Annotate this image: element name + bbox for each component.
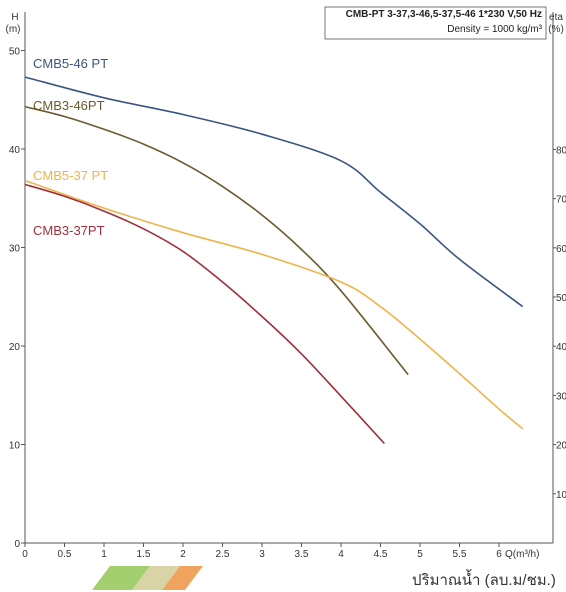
swatch-orange [162,566,203,590]
eta-tick-label: 10 [556,490,566,501]
series-label-cmb5-37-pt: CMB5-37 PT [33,168,108,183]
x-tick-label: 2 [180,549,186,560]
y-tick-label: 50 [9,47,21,58]
series-label-cmb3-37pt: CMB3-37PT [33,223,105,238]
x-tick-label: 5.5 [453,549,467,560]
x-tick-label: 0 [22,549,28,560]
flow-rate-label: ปริมาณน้ำ (ลบ.ม/ชม.) [412,572,556,589]
eta-tick-label: 40 [556,342,566,353]
y-tick-label: 30 [9,244,21,255]
series-label-cmb5-46-pt: CMB5-46 PT [33,56,108,71]
y-axis-label: H [11,12,18,23]
swatch-green [92,566,150,590]
x-tick-label: 6 [496,549,502,560]
curve-cmb5-37-pt [24,179,524,430]
x-tick-label: 0.5 [58,549,72,560]
curve-cmb3-37pt [24,183,385,445]
curve-cmb3-46pt [24,105,409,376]
x-tick-label: 4.5 [374,549,388,560]
eta-axis-label: eta [549,12,563,23]
y-axis-unit: (m) [6,24,21,35]
x-tick-label: 3.5 [295,549,309,560]
x-tick-label: 5 [417,549,423,560]
curve-cmb5-46-pt [24,76,524,308]
eta-tick-label: 60 [556,244,566,255]
x-tick-label: 2.5 [216,549,230,560]
x-tick-label: 1 [101,549,107,560]
x-tick-label: 1.5 [137,549,151,560]
labels: CMB5-46 PT CMB3-46PT CMB5-37 PT CMB3-37PT [33,56,108,238]
eta-axis-unit: (%) [548,24,564,35]
curves [24,76,524,445]
eta-tick-label: 20 [556,441,566,452]
x-tick-label: 4 [338,549,344,560]
x-tick-label: 3 [259,549,265,560]
x-axis-label: Q(m³/h) [505,549,539,560]
y-tick-label: 10 [9,441,21,452]
eta-tick-label: 80 [556,145,566,156]
y-tick-label: 20 [9,342,21,353]
model-info-box: CMB-PT 3-37,3-46,5-37,5-46 1*230 V,50 Hz… [325,7,546,39]
eta-tick-label: 30 [556,391,566,402]
info-box-border [324,6,547,40]
model-line: CMB-PT 3-37,3-46,5-37,5-46 1*230 V,50 Hz [345,9,542,20]
color-swatches [92,566,203,590]
y-tick-label: 0 [14,539,20,550]
axes: 0 0.5 1 1.5 2 2.5 3 3.5 4 4.5 5 5.5 6 Q(m³/h) 0 10 20 30 4… [6,6,566,560]
swatch-beige [132,566,180,590]
eta-tick-label: 70 [556,195,566,206]
series-label-cmb3-46pt: CMB3-46PT [33,98,105,113]
y-tick-label: 40 [9,145,21,156]
eta-tick-label: 50 [556,293,566,304]
density-note: Density = 1000 kg/m³ [447,24,542,35]
